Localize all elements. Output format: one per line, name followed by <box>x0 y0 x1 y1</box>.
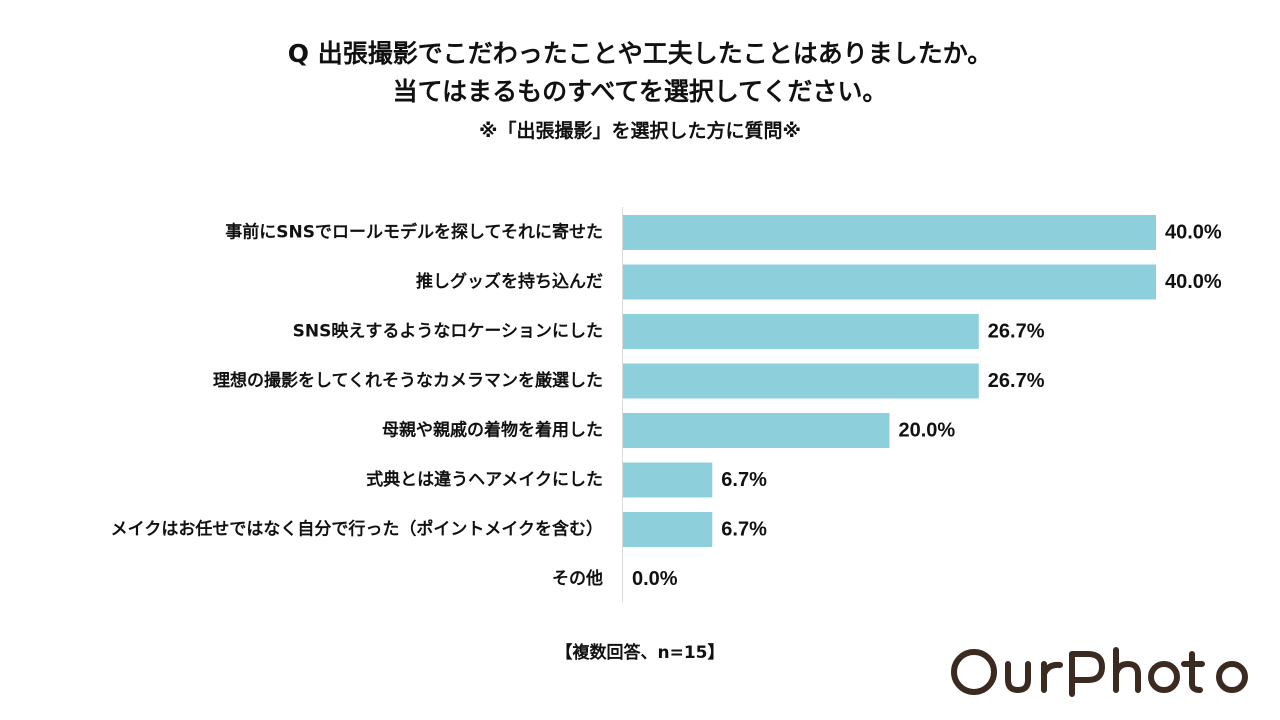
value-label-6: 6.7% <box>721 519 767 541</box>
value-label-1: 40.0% <box>1165 271 1222 293</box>
chart-title: Q 出張撮影でこだわったことや工夫したことはありましたか。 <box>287 39 993 68</box>
chart-subtitle: ※「出張撮影」を選択した方に質問※ <box>479 120 801 142</box>
category-label-3: 理想の撮影をしてくれそうなカメラマンを厳選した <box>213 370 603 391</box>
category-label-2: SNS映えするようなロケーションにした <box>293 321 603 342</box>
value-label-0: 40.0% <box>1165 222 1222 244</box>
value-label-5: 6.7% <box>721 469 767 491</box>
category-label-7: その他 <box>552 568 603 589</box>
category-label-5: 式典とは違うヘアメイクにした <box>366 469 603 490</box>
bar-3 <box>623 363 979 399</box>
value-label-4: 20.0% <box>899 420 956 442</box>
bar-2 <box>623 314 979 349</box>
category-label-4: 母親や親戚の着物を着用した <box>382 420 603 441</box>
value-labels: 40.0% 40.0% 26.7% 26.7% 20.0% 6.7% 6.7% 0.0% <box>632 222 1222 591</box>
bar-group <box>623 215 1156 547</box>
chart-title-line-2: 当てはまるものすべてを選択してください。 <box>392 77 888 106</box>
category-label-6: メイクはお任せではなく自分で行った（ポイントメイクを含む） <box>111 519 603 540</box>
category-label-1: 推しグッズを持ち込んだ <box>416 271 603 292</box>
value-label-3: 26.7% <box>988 370 1045 392</box>
bar-5 <box>623 462 713 498</box>
ourphoto-logo <box>951 647 1248 697</box>
footnote: 【複数回答、n=15】 <box>555 643 725 663</box>
bar-6 <box>623 512 713 547</box>
bar-0 <box>623 215 1156 250</box>
bar-1 <box>623 264 1156 300</box>
category-label-0: 事前にSNSでロールモデルを探してそれに寄せた <box>225 222 603 243</box>
value-label-2: 26.7% <box>988 321 1045 343</box>
bar-4 <box>623 413 890 448</box>
value-label-7: 0.0% <box>632 568 678 590</box>
